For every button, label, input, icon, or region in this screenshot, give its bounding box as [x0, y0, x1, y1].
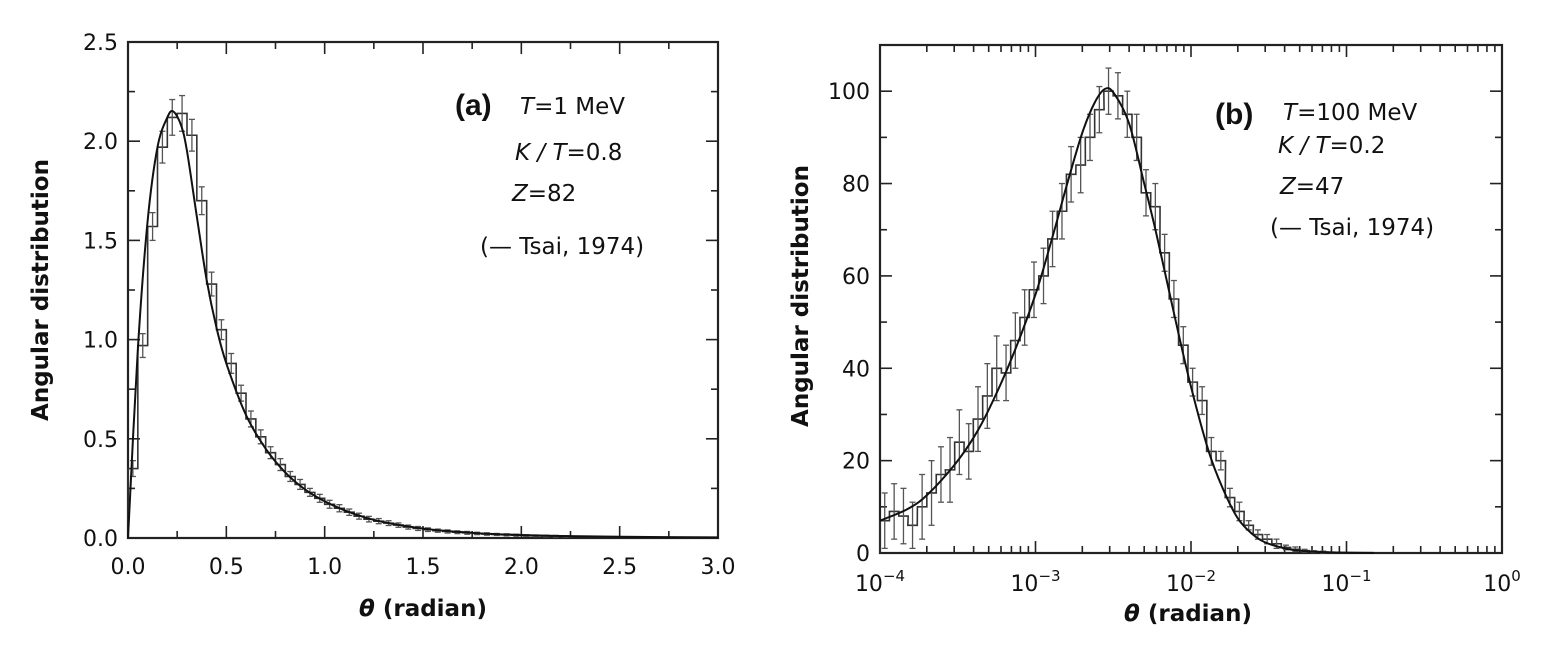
panel-b-y-tick-label: 100 — [828, 80, 870, 105]
panel-a-histogram-steps — [127, 112, 572, 538]
panel-a-x-tick-label: 3.0 — [701, 555, 736, 580]
panel-a-ylabel: Angular distribution — [28, 159, 54, 421]
panel-b-error-bar — [1068, 145, 1075, 203]
panel-b-error-bar — [1114, 72, 1121, 120]
panel-a-x-tick-label: 2.5 — [602, 555, 637, 580]
panel-b-error-bar — [975, 386, 982, 453]
panel-b: 10−4 10−3 10−2 10−1 100 0 20 40 60 80 100 Angular… — [788, 43, 1521, 627]
panel-a-x-tick-label: 0.5 — [209, 555, 244, 580]
panel-b-x-tick-label: 10−2 — [1166, 567, 1216, 597]
panel-b-xlabel-text: (radian) — [1140, 601, 1252, 627]
panel-b-annotation-1: T=100 MeV — [1283, 100, 1418, 126]
panel-b-xlabel-symbol: θ — [1124, 601, 1140, 627]
panel-b-error-bar — [881, 492, 888, 550]
panel-a-y-tick-label: 0.0 — [83, 527, 118, 552]
panel-a-fit-curve — [127, 109, 719, 539]
panel-a-xlabel: θ (radian) — [359, 596, 487, 622]
panel-a-y-tick-labels: 0.0 0.5 1.0 1.5 2.0 2.5 — [83, 31, 118, 552]
panel-b-error-bar — [1105, 67, 1112, 115]
panel-b-error-bar — [1021, 289, 1028, 346]
panel-b-error-bar — [984, 363, 991, 429]
panel-a-histogram — [127, 94, 572, 538]
panel-a-error-bar — [188, 118, 195, 152]
panel-a-x-tick-label: 1.5 — [406, 555, 441, 580]
panel-a-y-tick-label: 1.5 — [83, 229, 118, 254]
panel-b-histogram — [879, 67, 1348, 554]
panel-a-y-tick-label: 0.5 — [83, 428, 118, 453]
panel-b-y-tick-label: 60 — [842, 265, 870, 290]
panel-a: 0.0 0.5 1.0 1.5 2.0 2.5 3.0 0.0 0.5 1.0 1.5 2.0 2.5… — [28, 31, 736, 622]
panel-b-x-tick-label: 10−3 — [1010, 567, 1060, 597]
panel-a-x-tick-label: 1.0 — [307, 555, 342, 580]
panel-a-label: (a) — [455, 89, 492, 122]
panel-b-error-bar — [900, 487, 907, 545]
panel-b-error-bar — [1124, 90, 1131, 139]
panel-b-y-tick-label: 80 — [842, 173, 870, 198]
panel-b-error-bar — [956, 409, 963, 476]
panel-b-error-bar — [1199, 386, 1206, 416]
panel-b-error-bar — [1012, 312, 1019, 369]
panel-b-error-bar — [937, 446, 944, 503]
panel-b-error-bar — [919, 473, 926, 540]
panel-a-annotation-2: K / T=0.8 — [515, 140, 622, 166]
panel-b-x-tick-label: 10−4 — [855, 567, 905, 597]
panel-b-x-tick-label: 100 — [1483, 567, 1521, 597]
panel-a-ticks — [127, 41, 719, 539]
panel-b-error-bar — [909, 501, 916, 550]
panel-b-error-bar — [891, 483, 898, 540]
panel-a-error-bar — [149, 211, 156, 242]
panel-b-x-tick-label: 10−1 — [1321, 567, 1371, 597]
panel-b-annotation-3: Z=47 — [1279, 174, 1344, 200]
panel-a-y-tick-label: 1.0 — [83, 329, 118, 354]
panel-b-error-bar — [965, 423, 972, 480]
panel-b-y-tick-label: 0 — [856, 542, 870, 567]
panel-b-x-tick-labels: 10−4 10−3 10−2 10−1 100 — [855, 567, 1521, 597]
panel-a-xlabel-symbol: θ — [359, 596, 375, 622]
panel-b-annotation-4: (— Tsai, 1974) — [1270, 215, 1434, 241]
panel-b-error-bar — [928, 459, 935, 526]
panel-a-x-tick-labels: 0.0 0.5 1.0 1.5 2.0 2.5 3.0 — [111, 555, 736, 580]
panel-a-tsai-curve — [127, 109, 719, 539]
panel-a-annotation-1: T=1 MeV — [520, 94, 625, 120]
panel-a-error-bar — [169, 98, 176, 136]
panel-a-x-tick-label: 0.0 — [111, 555, 146, 580]
panel-b-error-bar — [1040, 247, 1047, 305]
panel-b-error-bar — [1058, 182, 1065, 240]
panel-b-y-tick-label: 40 — [842, 357, 870, 382]
panel-b-ticks — [879, 45, 1503, 554]
panel-b-label: (b) — [1215, 98, 1253, 131]
panel-b-error-bar — [1217, 450, 1224, 471]
panel-a-x-tick-label: 2.0 — [504, 555, 539, 580]
panel-b-y-tick-labels: 0 20 40 60 80 100 — [828, 80, 870, 567]
panel-a-error-bar — [198, 186, 205, 216]
panel-a-y-tick-label: 2.5 — [83, 31, 118, 56]
panel-b-fit-curve — [879, 87, 1374, 554]
panel-b-error-bar — [1030, 261, 1037, 319]
panel-a-xlabel-text: (radian) — [375, 596, 487, 622]
panel-b-xlabel: θ (radian) — [1124, 601, 1252, 627]
panel-a-annotation-4: (— Tsai, 1974) — [480, 234, 644, 260]
panel-a-annotation-3: Z=82 — [511, 181, 576, 207]
panel-b-ylabel: Angular distribution — [788, 165, 814, 427]
panel-b-error-bar — [993, 335, 1000, 402]
panel-b-annotation-2: K / T=0.2 — [1278, 133, 1385, 159]
panel-a-error-bar — [139, 332, 146, 359]
panel-b-y-tick-label: 20 — [842, 450, 870, 475]
panel-b-tsai-curve — [879, 87, 1374, 554]
panel-a-y-tick-label: 2.0 — [83, 130, 118, 155]
